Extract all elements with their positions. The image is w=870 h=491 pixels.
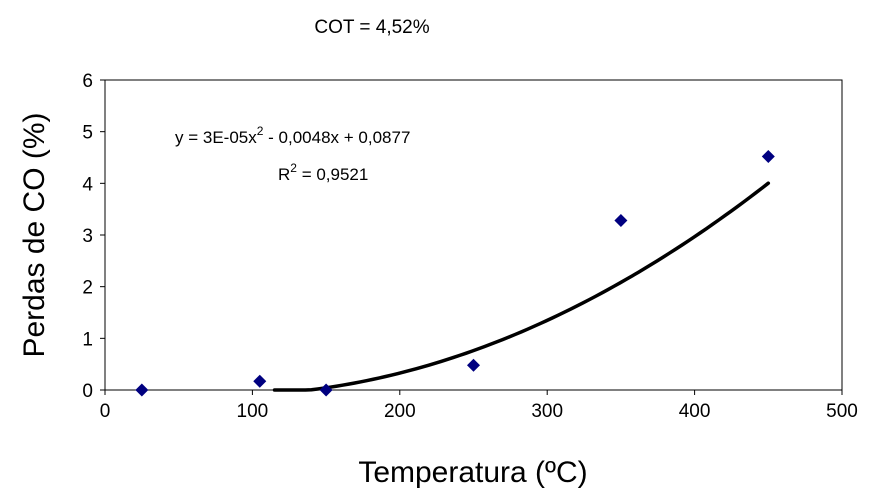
equation-label: y = 3E-05x2 - 0,0048x + 0,0877 [175, 124, 410, 147]
y-axis-title: Perdas de CO (%) [18, 112, 51, 357]
data-point [761, 149, 775, 163]
r-squared-label: R2 = 0,9521 [278, 161, 368, 184]
y-tick-label: 3 [82, 226, 93, 247]
chart-title: COT = 4,52% [314, 17, 429, 38]
data-point [253, 374, 267, 388]
x-tick-label: 200 [384, 401, 416, 422]
x-tick-label: 500 [826, 401, 858, 422]
x-axis-title: Temperatura (ºC) [358, 456, 587, 489]
y-tick-label: 4 [82, 174, 93, 195]
y-tick-label: 5 [82, 123, 93, 144]
data-point [319, 383, 333, 397]
x-tick-label: 300 [531, 401, 563, 422]
trendline [272, 181, 771, 392]
y-tick-label: 2 [82, 278, 93, 299]
data-points [135, 149, 775, 397]
y-tick-label: 1 [82, 329, 93, 350]
x-axis-ticks: 0 100 200 300 400 500 [100, 390, 858, 422]
data-point [135, 383, 149, 397]
y-tick-label: 6 [82, 71, 93, 92]
y-tick-label: 0 [82, 381, 93, 402]
x-tick-label: 0 [100, 401, 111, 422]
data-point [467, 358, 480, 372]
x-tick-label: 100 [237, 401, 269, 422]
plot-area [104, 79, 843, 391]
y-axis-ticks: 0 1 2 3 4 5 6 [82, 71, 105, 402]
x-tick-label: 400 [679, 401, 711, 422]
data-point [614, 214, 628, 228]
